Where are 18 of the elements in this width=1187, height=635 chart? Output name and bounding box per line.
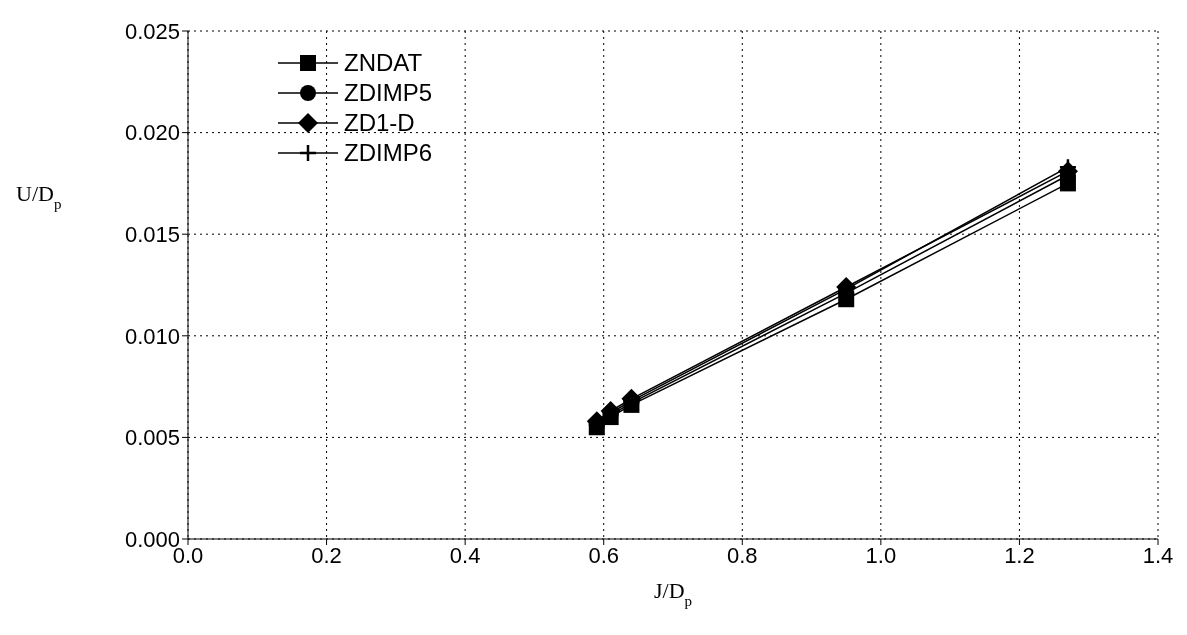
legend-label: ZNDAT [344, 49, 423, 77]
x-tick-label: 1.0 [865, 542, 897, 568]
x-tick-label: 1.2 [1004, 542, 1035, 568]
y-tick-label: 0.020 [124, 120, 180, 146]
x-tick-label: 0.4 [449, 542, 481, 568]
x-tick-label: 0.8 [726, 542, 758, 568]
y-axis-title: U/D$_{p}$ [16, 181, 62, 212]
x-tick-label: 1.4 [1142, 542, 1174, 568]
legend-label: ZD1-D [344, 109, 415, 137]
x-axis-title: J/D$_{p}$ [653, 578, 693, 609]
y-tick-label: 0.025 [124, 18, 180, 44]
y-tick-label: 0.005 [124, 425, 180, 451]
legend-label: ZDIMP5 [344, 79, 433, 107]
y-tick-label: 0.015 [124, 222, 180, 248]
y-tick-label: 0.010 [124, 323, 180, 349]
legend-label: ZDIMP6 [344, 139, 433, 167]
x-tick-label: 0.2 [311, 542, 342, 568]
x-tick-label: 0.6 [588, 542, 620, 568]
